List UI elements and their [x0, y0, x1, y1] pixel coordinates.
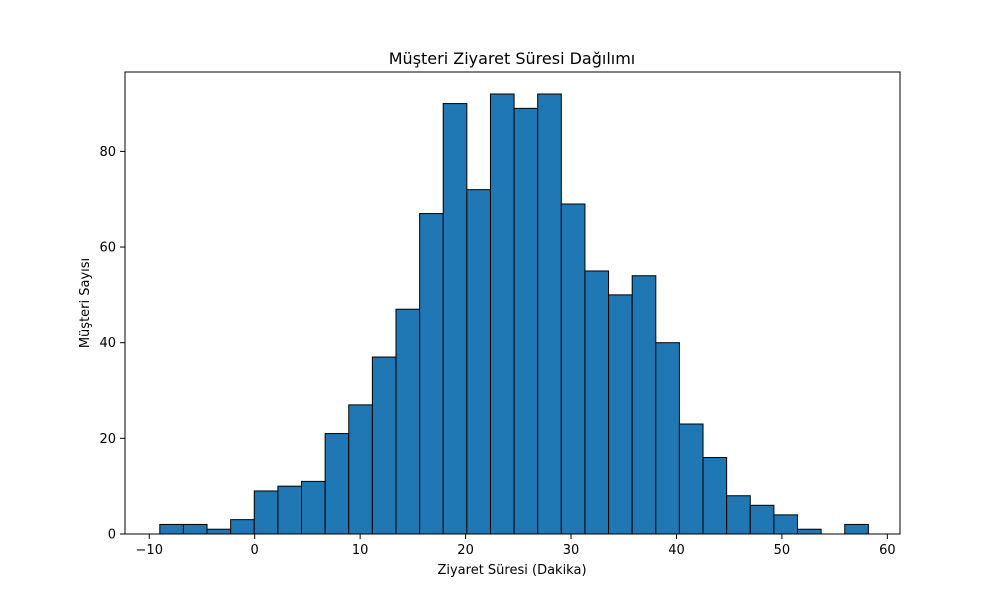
x-tick-label: 30 [563, 543, 580, 558]
histogram-bar [678, 423, 704, 535]
y-tick-label: 40 [99, 336, 116, 351]
histogram-bar [395, 308, 421, 535]
histogram-bar [702, 456, 728, 535]
histogram-bar [301, 480, 326, 535]
y-tick-label: 20 [99, 432, 116, 447]
histogram-bar [797, 528, 822, 535]
y-tick-label: 80 [99, 145, 116, 160]
histogram-bar [655, 342, 680, 535]
x-tick-label: 20 [457, 543, 474, 558]
x-axis-title: Ziyaret Süresi (Dakika) [437, 563, 586, 578]
histogram-bar [182, 523, 208, 535]
y-tick-label: 60 [99, 241, 116, 256]
x-tick-label: 0 [251, 543, 259, 558]
histogram-bar [277, 485, 303, 535]
histogram-bar [419, 213, 444, 535]
x-tick-label: 60 [879, 543, 896, 558]
histogram-bar [844, 523, 869, 535]
histogram-bar [371, 356, 397, 535]
histogram-bar [253, 490, 279, 535]
y-axis: 0 20 40 60 80 [99, 145, 125, 543]
x-tick-label: 50 [774, 543, 791, 558]
histogram-bar [159, 523, 184, 535]
histogram-bar [537, 93, 562, 535]
x-tick-label: −10 [136, 543, 163, 558]
histogram-bar [560, 203, 586, 535]
histogram-bar [513, 107, 539, 535]
y-tick-label: 0 [108, 528, 116, 543]
histogram-bar [324, 433, 350, 535]
histogram-bar [584, 270, 610, 535]
histogram-bar [206, 528, 232, 535]
plot-frame [124, 71, 901, 535]
chart-title: Müşteri Ziyaret Süresi Dağılımı [389, 49, 636, 68]
histogram-bar [773, 514, 799, 535]
histogram-bar [631, 275, 657, 535]
histogram-bar [466, 189, 491, 535]
histogram-bar [230, 519, 255, 535]
histogram-bar [608, 294, 633, 535]
histogram-bar [348, 404, 373, 535]
x-axis: −10 0 10 20 30 40 50 60 [136, 534, 896, 558]
histogram-bar [749, 504, 775, 535]
histogram-bar [489, 93, 515, 535]
histogram-bar [726, 495, 751, 535]
histogram-bar [442, 103, 468, 535]
y-axis-title: Müşteri Sayısı [78, 258, 93, 348]
x-tick-label: 40 [668, 543, 685, 558]
x-tick-label: 10 [352, 543, 369, 558]
